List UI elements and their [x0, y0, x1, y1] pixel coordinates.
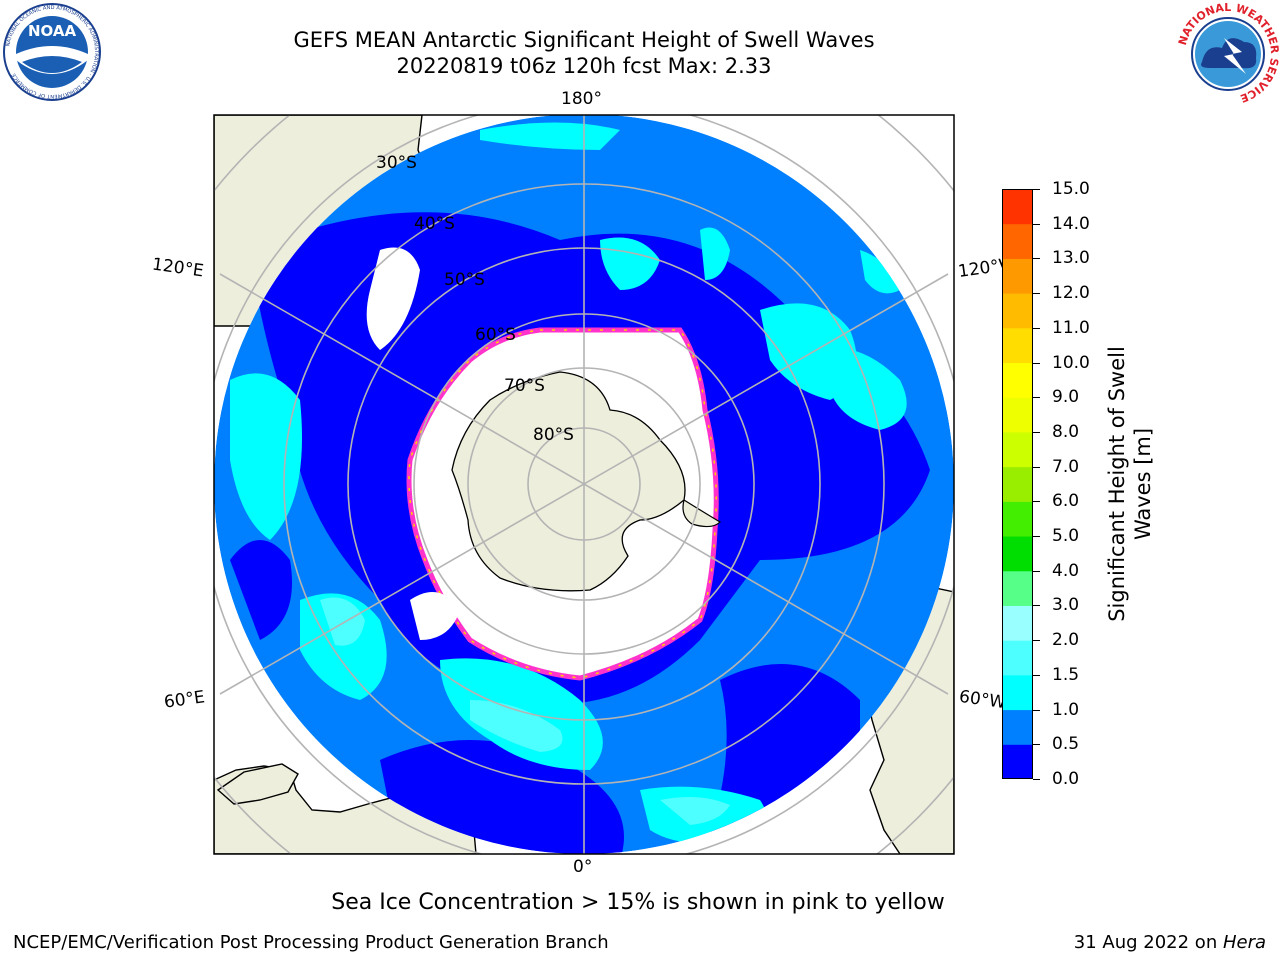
colorbar-tick [1033, 189, 1040, 190]
colorbar-tick-label: 11.0 [1052, 317, 1090, 338]
map-title-line1: GEFS MEAN Antarctic Significant Height o… [293, 28, 875, 52]
colorbar-tick-label: 5.0 [1052, 526, 1080, 547]
nws-logo: NATIONAL WEATHER SERVICE [1176, 2, 1280, 105]
colorbar-swatch [1002, 744, 1033, 779]
colorbar-tick-label: 0.0 [1052, 769, 1080, 789]
footer-date: 31 Aug 2022 on Hera [1074, 932, 1266, 953]
colorbar-swatch [1002, 466, 1033, 502]
colorbar-tick-label: 10.0 [1052, 352, 1090, 373]
colorbar-tick-label: 2.0 [1052, 630, 1080, 651]
colorbar-tick [1033, 779, 1040, 780]
colorbar-tick [1033, 709, 1040, 711]
lat-label-40s: 40°S [414, 214, 455, 234]
colorbar [1002, 189, 1033, 779]
lat-label-70s: 70°S [504, 376, 545, 396]
colorbar-swatch [1002, 501, 1033, 537]
colorbar-swatch [1002, 709, 1033, 745]
colorbar-swatch [1002, 640, 1033, 676]
lon-label-0: 0° [573, 857, 593, 877]
antarctica-land [451, 371, 686, 592]
antarctic-peninsula [682, 499, 721, 528]
colorbar-tick [1033, 397, 1040, 399]
colorbar-tick-label: 4.0 [1052, 560, 1080, 581]
colorbar-tick-label: 0.5 [1052, 734, 1080, 755]
colorbar-tick-label: 3.0 [1052, 595, 1080, 616]
sea-ice-note-text: Sea Ice Concentration > 15% is shown in … [331, 890, 945, 915]
noaa-logo-text: NOAA [28, 22, 77, 40]
colorbar-tick [1033, 501, 1040, 503]
lat-label-80s: 80°S [533, 425, 574, 445]
map-title-line2: 20220819 t06z 120h fcst Max: 2.33 [396, 54, 772, 78]
footer-date-text: 31 Aug 2022 on [1073, 932, 1223, 953]
sea-ice-note: Sea Ice Concentration > 15% is shown in … [0, 890, 1280, 915]
map-frame [213, 114, 955, 855]
lat-label-30s: 30°S [376, 153, 417, 173]
colorbar-swatch [1002, 258, 1033, 294]
colorbar-swatch [1002, 223, 1033, 259]
lon-label-180: 180° [561, 89, 602, 109]
colorbar-tick [1033, 223, 1040, 225]
colorbar-tick [1033, 431, 1040, 433]
colorbar-frame [1002, 189, 1033, 779]
swell-band-high [320, 597, 730, 825]
colorbar-tick-label: 1.0 [1052, 699, 1080, 720]
footer-host: Hera [1222, 932, 1266, 953]
colorbar-tick [1033, 362, 1040, 364]
colorbar-swatch [1002, 293, 1033, 329]
colorbar-tick-label: 8.0 [1052, 421, 1080, 442]
colorbar-swatch [1002, 362, 1033, 398]
colorbar-swatch [1002, 327, 1033, 364]
colorbar-tick-label: 7.0 [1052, 456, 1080, 477]
lat-label-50s: 50°S [444, 270, 485, 290]
madagascar-land [216, 763, 299, 805]
colorbar-tick [1033, 640, 1040, 642]
colorbar-tick-label: 15.0 [1052, 179, 1090, 199]
colorbar-tick-label: 14.0 [1052, 213, 1090, 234]
sea-ice-patch-2 [366, 247, 420, 350]
colorbar-tick [1033, 605, 1040, 607]
colorbar-swatch [1002, 431, 1033, 468]
colorbar-tick [1033, 293, 1040, 295]
noaa-logo: NOAA NATIONAL OCEANIC AND ATMOSPHERIC AD… [3, 3, 101, 101]
colorbar-swatch [1002, 536, 1033, 572]
colorbar-tick [1033, 258, 1040, 260]
colorbar-tick-label: 9.0 [1052, 387, 1080, 408]
colorbar-tick-label: 13.0 [1052, 248, 1090, 269]
colorbar-tick [1033, 536, 1040, 538]
colorbar-tick-label: 1.5 [1052, 664, 1080, 685]
continents [214, 115, 954, 854]
colorbar-tick [1033, 466, 1040, 468]
colorbar-tick-label: 12.0 [1052, 283, 1090, 304]
colorbar-tick-label: 6.0 [1052, 491, 1080, 512]
colorbar-swatch [1002, 397, 1033, 433]
footer-credit: NCEP/EMC/Verification Post Processing Pr… [13, 932, 609, 953]
lat-label-60s: 60°S [475, 325, 516, 345]
colorbar-title: Significant Height of Swell Waves [m] [1104, 346, 1156, 622]
colorbar-tick [1033, 570, 1040, 572]
colorbar-tick [1033, 674, 1040, 676]
colorbar-tick [1033, 327, 1040, 329]
colorbar-swatch [1002, 189, 1033, 225]
colorbar-tick [1033, 744, 1040, 746]
colorbar-swatch [1002, 674, 1033, 711]
sea-ice-patch [410, 592, 460, 640]
colorbar-swatch [1002, 605, 1033, 641]
colorbar-title-line2: Waves [m] [1131, 427, 1155, 541]
colorbar-swatch [1002, 570, 1033, 606]
colorbar-title-line1: Significant Height of Swell [1105, 346, 1129, 622]
graticule [214, 115, 954, 854]
